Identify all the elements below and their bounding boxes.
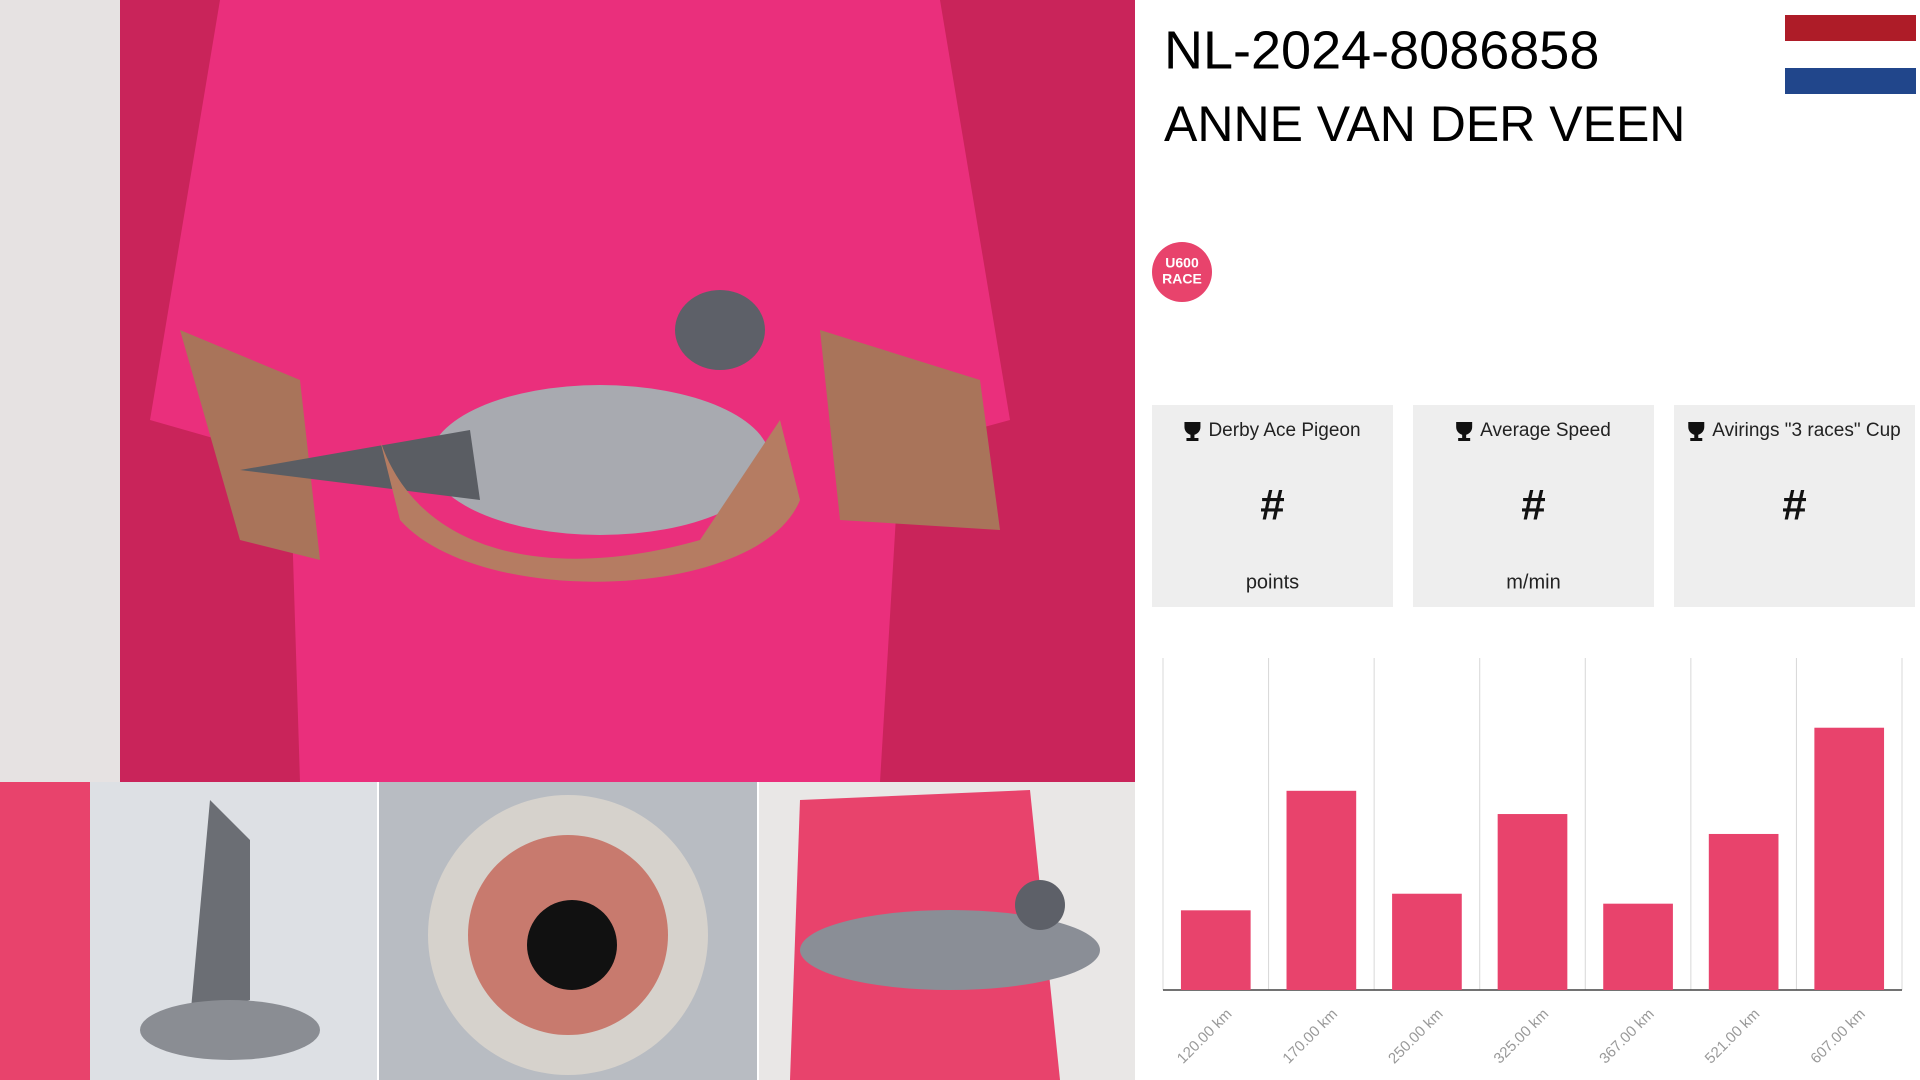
bar — [1392, 893, 1462, 990]
trophy-icon — [1688, 422, 1705, 441]
x-tick-label: 521.00 km — [1702, 1006, 1764, 1068]
card-title: Derby Ace Pigeon — [1208, 420, 1360, 441]
x-tick-label: 170.00 km — [1279, 1006, 1341, 1068]
trophy-icon — [1184, 422, 1201, 441]
card — [1413, 405, 1654, 607]
card-title: Average Speed — [1480, 420, 1611, 441]
bar — [1497, 814, 1568, 990]
photo-hold — [759, 782, 1135, 1080]
card-title: Avirings "3 races" Cup — [1712, 420, 1900, 441]
x-tick-label: 367.00 km — [1596, 1006, 1658, 1068]
card — [1674, 405, 1915, 607]
card-value: # — [1782, 481, 1806, 530]
bar — [1180, 910, 1251, 990]
flag — [1785, 15, 1916, 94]
x-tick-label: 250.00 km — [1385, 1006, 1447, 1068]
bar — [1286, 790, 1357, 990]
main-photo — [0, 0, 1135, 782]
bar — [1814, 727, 1885, 990]
x-tick-label: 325.00 km — [1491, 1006, 1553, 1068]
x-tick-label: 607.00 km — [1807, 1006, 1869, 1068]
stat-cards: Derby Ace Pigeon # points Average Speed # m/m… — [1152, 405, 1915, 607]
trophy-icon — [1456, 422, 1473, 441]
card-value: # — [1521, 481, 1545, 530]
badge-text: RACE — [1162, 271, 1202, 287]
card-value: # — [1260, 481, 1284, 530]
distance-chart: 120.00 km 170.00 km 250.00 km 325.00 km 367.… — [1162, 658, 1903, 1068]
owner-name: ANNE VAN DER VEEN — [1164, 96, 1685, 152]
race-badge: U600 RACE — [1152, 242, 1212, 302]
ring-number: NL-2024-8086858 — [1164, 20, 1599, 80]
card-unit: points — [1246, 571, 1299, 593]
badge-text: U600 — [1165, 255, 1199, 271]
photo-eye — [379, 782, 757, 1080]
x-tick-label: 120.00 km — [1174, 1006, 1236, 1068]
bar — [1603, 903, 1673, 990]
photo-wing — [0, 782, 377, 1080]
bar — [1708, 833, 1779, 990]
card-unit: m/min — [1506, 571, 1560, 593]
